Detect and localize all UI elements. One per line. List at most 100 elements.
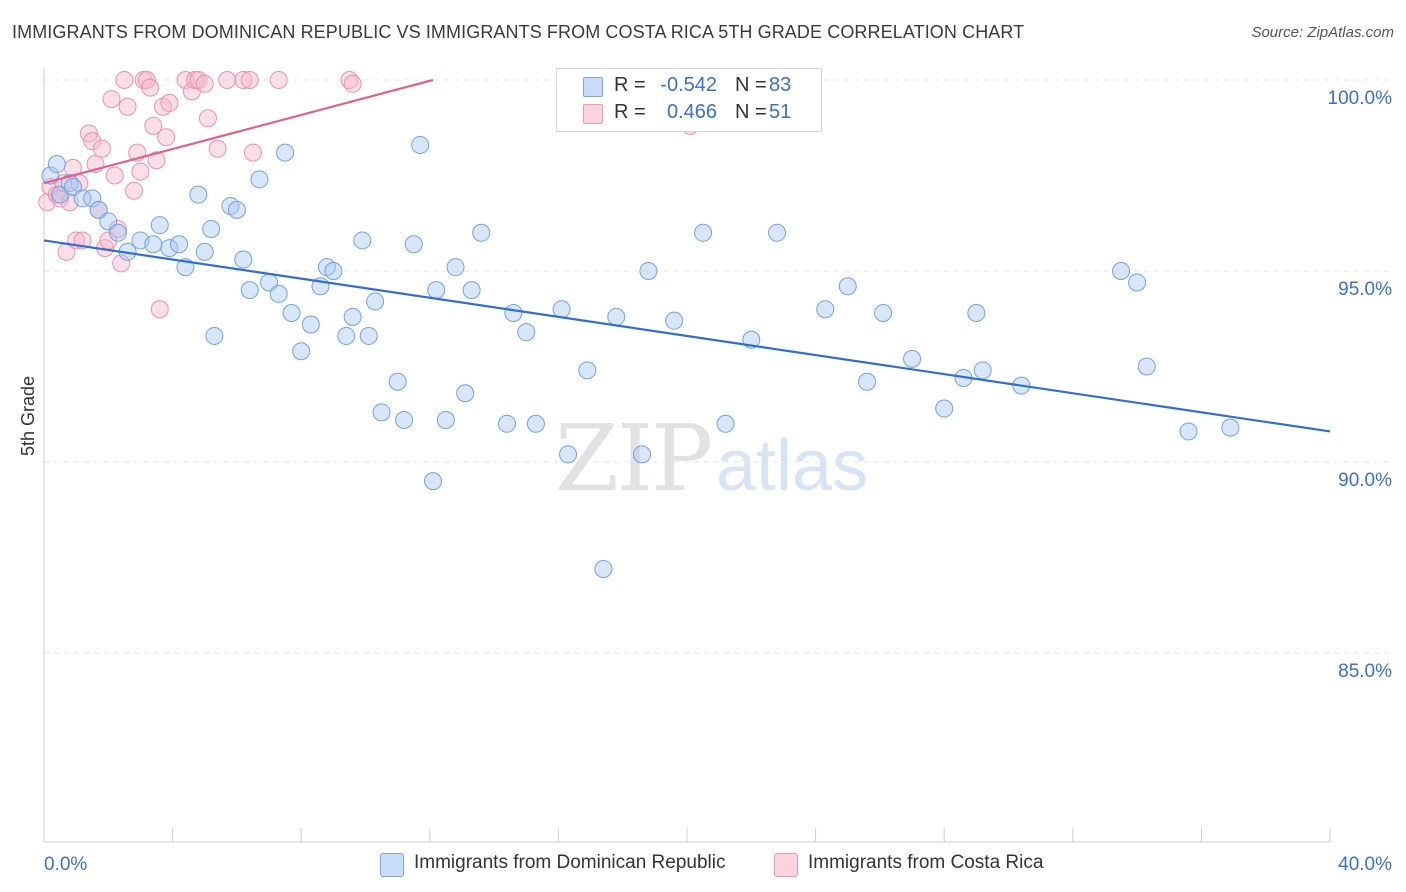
dominican-point — [353, 231, 372, 250]
costa-rica-point — [144, 116, 163, 135]
dominican-point — [594, 559, 613, 578]
dominican-point — [1112, 262, 1131, 280]
dominican-point — [768, 223, 787, 242]
costa-rica-point — [218, 71, 237, 89]
watermark-atlas: atlas — [716, 426, 868, 506]
costa-rica-point — [195, 74, 214, 93]
source-label: Source: ZipAtlas.com — [1251, 24, 1394, 41]
dominican-point — [388, 372, 407, 391]
legend-n-label: N = — [735, 74, 767, 96]
dominican-point — [282, 304, 301, 323]
axes — [43, 68, 1331, 843]
costa-rica-point — [147, 151, 166, 170]
dominican-point — [497, 414, 516, 433]
dominican-point — [205, 326, 224, 345]
dominican-point — [144, 235, 163, 254]
dominican-point — [816, 300, 835, 319]
legend-swatch-pink — [583, 104, 603, 124]
dominican-point — [694, 223, 713, 242]
costa-rica-point — [240, 71, 259, 89]
legend-n-value: 83 — [769, 74, 792, 96]
costa-rica-point — [269, 71, 288, 89]
dominican-point — [301, 315, 320, 334]
costa-rica-point — [102, 90, 121, 109]
dominican-point — [973, 361, 992, 380]
costa-rica-point — [243, 143, 262, 162]
dominican-point — [372, 403, 391, 422]
costa-rica-point — [83, 132, 102, 151]
dominican-point — [665, 311, 684, 330]
dominican-point — [1179, 422, 1198, 441]
costa-rica-trend-line — [43, 78, 434, 185]
dominican-point — [472, 223, 491, 242]
dominican-point — [337, 326, 356, 345]
legend-label: Immigrants from Costa Rica — [808, 852, 1044, 873]
legend-r-label: R = — [614, 101, 646, 123]
costa-rica-point — [125, 181, 144, 200]
legend-r-value: 0.466 — [666, 101, 717, 123]
dominican-point — [874, 304, 893, 323]
dominican-point — [517, 323, 536, 342]
costa-rica-point — [157, 128, 176, 147]
legend-label: Immigrants from Dominican Republic — [414, 852, 726, 873]
dominican-point — [411, 135, 430, 154]
dominican-point — [607, 307, 626, 326]
dominican-point — [716, 414, 735, 433]
dominican-point — [967, 304, 986, 323]
chart-title: IMMIGRANTS FROM DOMINICAN REPUBLIC VS IM… — [12, 22, 1025, 42]
costa-rica-point — [118, 97, 137, 116]
costa-rica-point — [92, 139, 111, 158]
dominican-point — [632, 445, 651, 464]
dominican-point — [395, 410, 414, 429]
dominican-point — [446, 258, 465, 277]
dominican-point — [903, 349, 922, 368]
y-tick-label: 85.0% — [1338, 661, 1392, 682]
legend-r-value: -0.542 — [660, 74, 717, 96]
legend-row-costa-rica: R = 0.466 N = 51 — [557, 101, 821, 127]
dominican-point — [73, 189, 92, 208]
dominican-point — [189, 185, 208, 204]
costa-rica-point — [343, 74, 362, 93]
dominican-points — [41, 135, 1240, 578]
dominican-point — [552, 300, 571, 319]
dominican-point — [108, 223, 127, 242]
watermark-zip: ZIP — [555, 405, 711, 512]
y-tick-label: 90.0% — [1338, 470, 1392, 491]
costa-rica-point — [105, 166, 124, 185]
dominican-point — [1221, 418, 1240, 437]
dominican-point — [195, 242, 214, 261]
legend-swatch-blue — [380, 853, 404, 877]
legend-n-value: 51 — [769, 101, 792, 123]
costa-rica-point — [51, 189, 70, 208]
dominican-point — [292, 342, 311, 361]
dominican-point — [89, 200, 108, 219]
dominican-point — [160, 239, 179, 258]
dominican-point — [170, 235, 189, 254]
dominican-point — [838, 277, 857, 296]
dominican-point — [99, 212, 118, 231]
dominican-point — [269, 284, 288, 303]
dominican-point — [935, 399, 954, 418]
dominican-point — [276, 143, 295, 162]
dominican-point — [83, 189, 102, 208]
trend-lines — [43, 78, 1331, 433]
dominican-point — [436, 410, 455, 429]
costa-rica-point — [150, 300, 169, 319]
grid-lines — [44, 79, 1392, 654]
dominican-trend-line — [43, 239, 1331, 433]
costa-rica-point — [234, 71, 253, 89]
x-tick-label: 40.0% — [1338, 854, 1392, 875]
x-tick-label: 0.0% — [44, 854, 87, 875]
dominican-point — [858, 372, 877, 391]
dominican-point — [456, 384, 475, 403]
y-tick-label: 95.0% — [1338, 279, 1392, 300]
costa-rica-point — [176, 71, 195, 89]
dominican-point — [47, 155, 66, 174]
dominican-point — [424, 472, 443, 491]
costa-rica-points — [38, 71, 700, 319]
costa-rica-point — [112, 254, 131, 273]
y-tick-label: 100.0% — [1328, 88, 1393, 109]
dominican-point — [324, 262, 343, 280]
dominican-point — [366, 292, 385, 311]
